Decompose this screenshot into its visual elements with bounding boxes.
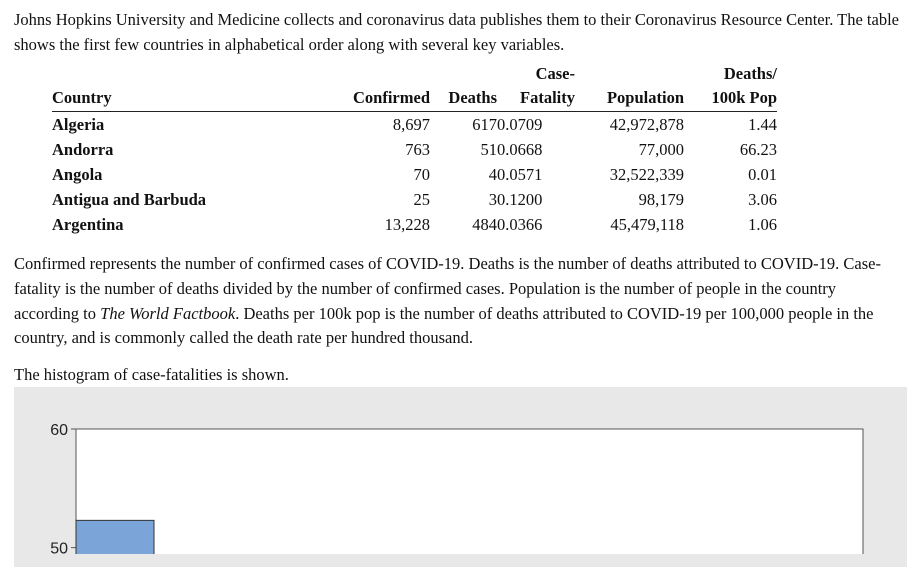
cell-deaths-per-100k: 0.01 bbox=[748, 165, 777, 184]
table-row: Antigua and Barbuda 25 3 0.1200 98,179 3… bbox=[52, 187, 777, 212]
histogram-panel: 50 60 bbox=[14, 387, 907, 567]
table-row: Argentina 13,228 484 0.0366 45,479,118 1… bbox=[52, 212, 777, 237]
histogram-chart: 50 60 bbox=[50, 422, 864, 554]
cell-population: 45,479,118 bbox=[610, 215, 684, 234]
cell-population: 42,972,878 bbox=[609, 115, 684, 134]
cell-confirmed: 763 bbox=[405, 140, 430, 159]
table-row: Andorra 763 51 0.0668 77,000 66.23 bbox=[52, 137, 777, 162]
header-population: Population bbox=[606, 88, 684, 107]
cell-deaths: 484 bbox=[472, 215, 497, 234]
variable-definitions: Confirmed represents the number of confi… bbox=[14, 252, 904, 351]
notes-part-1: Confirmed represents the number of confi… bbox=[14, 254, 881, 323]
header-confirmed: Confirmed bbox=[353, 88, 430, 107]
cell-deaths-per-100k: 1.06 bbox=[748, 215, 777, 234]
cell-deaths: 51 bbox=[480, 140, 498, 159]
histogram-intro: The histogram of case-fatalities is show… bbox=[14, 365, 289, 384]
header-deaths: Deaths bbox=[448, 88, 497, 107]
cell-deaths-per-100k: 66.23 bbox=[739, 140, 777, 159]
intro-paragraph: Johns Hopkins University and Medicine co… bbox=[14, 10, 899, 54]
y-tick-label: 50 bbox=[50, 541, 68, 554]
cell-country: Andorra bbox=[52, 140, 114, 159]
covid-table: Country Confirmed Deaths Case- Fatality P… bbox=[52, 62, 777, 237]
cell-country: Antigua and Barbuda bbox=[52, 190, 207, 209]
cell-deaths-per-100k: 3.06 bbox=[748, 190, 777, 209]
cell-deaths-per-100k: 1.44 bbox=[748, 115, 777, 134]
cell-population: 77,000 bbox=[638, 140, 684, 159]
plot-area bbox=[75, 428, 864, 554]
cell-country: Argentina bbox=[52, 215, 124, 234]
cell-deaths: 4 bbox=[488, 165, 497, 184]
cell-case-fatality: 0.0709 bbox=[497, 115, 543, 134]
cell-case-fatality: 0.0571 bbox=[497, 165, 543, 184]
cell-confirmed: 8,697 bbox=[392, 115, 430, 134]
table-header-row: Country Confirmed Deaths Case- Fatality P… bbox=[52, 62, 777, 112]
cell-population: 32,522,339 bbox=[609, 165, 684, 184]
notes-part-2: . Deaths per 100k pop is the number of d… bbox=[14, 303, 874, 348]
table-row: Angola 70 4 0.0571 32,522,339 0.01 bbox=[52, 162, 777, 187]
header-country: Country bbox=[52, 88, 112, 107]
cell-country: Angola bbox=[52, 165, 103, 184]
source-title: The World Factbook bbox=[100, 303, 236, 323]
cell-deaths: 617 bbox=[472, 115, 497, 134]
cell-confirmed: 25 bbox=[413, 190, 431, 209]
cell-country: Algeria bbox=[52, 115, 105, 134]
cell-confirmed: 70 bbox=[413, 165, 431, 184]
y-tick-label: 60 bbox=[50, 422, 68, 439]
cell-case-fatality: 0.1200 bbox=[497, 190, 543, 209]
header-case-fatality: Case- Fatality bbox=[520, 64, 575, 107]
cell-confirmed: 13,228 bbox=[384, 215, 430, 234]
cell-case-fatality: 0.0366 bbox=[497, 215, 543, 234]
table-row: Algeria 8,697 617 0.0709 42,972,878 1.44 bbox=[52, 112, 777, 138]
cell-deaths: 3 bbox=[488, 190, 497, 209]
cell-case-fatality: 0.0668 bbox=[497, 140, 543, 159]
cell-population: 98,179 bbox=[638, 190, 684, 209]
header-deaths-per-100k: Deaths/100k Pop bbox=[711, 64, 777, 107]
histogram-bar bbox=[75, 519, 155, 554]
